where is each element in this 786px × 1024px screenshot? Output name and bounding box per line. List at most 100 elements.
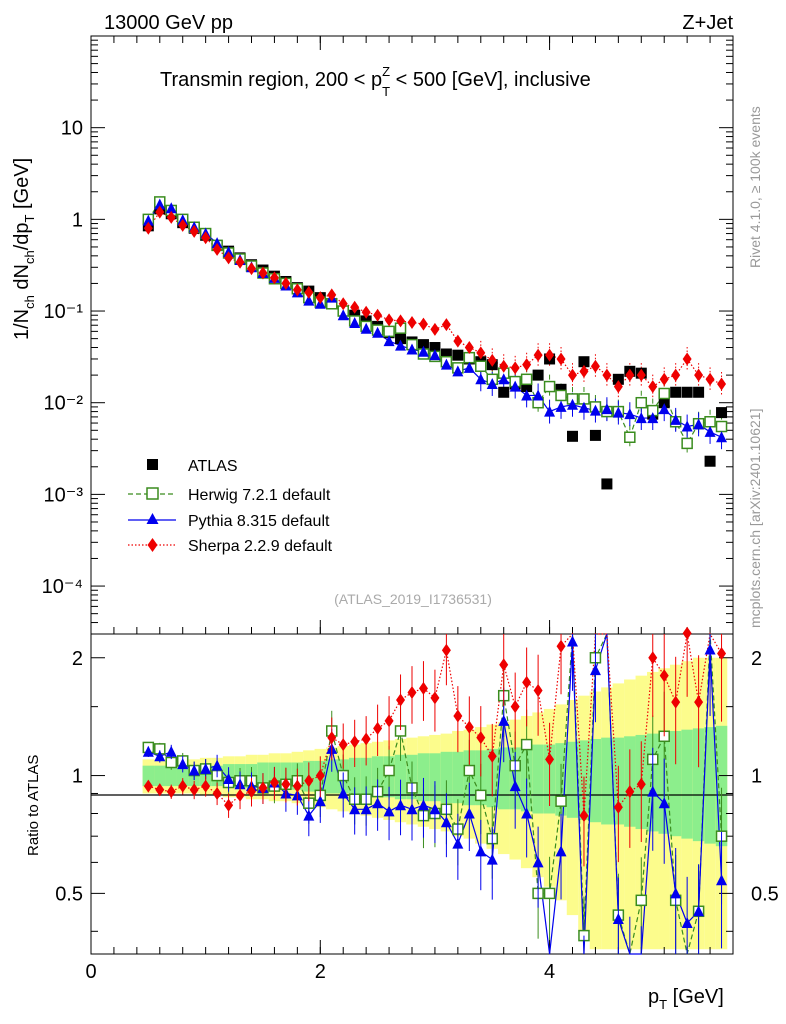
main-sherpa-point bbox=[694, 368, 704, 382]
main-pythia-point bbox=[532, 389, 544, 401]
main-herwig-point bbox=[520, 373, 533, 386]
main-pythia-point bbox=[567, 398, 578, 410]
main-pythia-point bbox=[681, 420, 693, 432]
main-sherpa-point bbox=[648, 380, 658, 394]
main-sherpa-point bbox=[487, 353, 497, 367]
main-pythia-point bbox=[429, 349, 441, 361]
band-inner-bin bbox=[394, 754, 407, 800]
ratio-sherpa-point bbox=[613, 800, 623, 814]
ratio-sherpa-point bbox=[533, 683, 543, 697]
ratio-herwig-point bbox=[635, 894, 648, 907]
ratio-sherpa-point bbox=[315, 769, 325, 783]
main-sherpa-point bbox=[247, 262, 256, 276]
ratio-sherpa-point bbox=[487, 749, 497, 763]
main-sherpa-point bbox=[533, 348, 543, 362]
main-sherpa-point bbox=[453, 334, 463, 348]
main-herwig-point bbox=[555, 389, 567, 402]
band-inner-bin bbox=[417, 753, 430, 802]
main-sherpa-point bbox=[292, 283, 302, 297]
ratio-sherpa-point bbox=[464, 720, 474, 734]
ratio-pythia-point bbox=[532, 856, 544, 868]
main-sherpa-point bbox=[315, 291, 325, 305]
ratio-sherpa-point bbox=[441, 643, 451, 657]
ratio-sherpa-point bbox=[396, 693, 406, 707]
ratio-pythia-point bbox=[693, 905, 705, 917]
ratio-tick-label-right: 2 bbox=[751, 648, 762, 670]
ratio-tick-label: 0.5 bbox=[55, 883, 83, 905]
ratio-pythia-point bbox=[165, 745, 177, 757]
ratio-pythia-point bbox=[704, 643, 716, 655]
ratio-pythia-point bbox=[658, 797, 670, 809]
band-inner-bin bbox=[497, 747, 510, 810]
ratio-sherpa-point bbox=[212, 786, 222, 800]
main-pythia-point bbox=[555, 400, 567, 412]
y-tick-label: 10⁻³ bbox=[44, 484, 84, 506]
main-pythia-point bbox=[406, 343, 418, 355]
main-atlas-point bbox=[532, 369, 544, 381]
main-sherpa-point bbox=[545, 348, 555, 362]
ratio-herwig-point bbox=[475, 789, 487, 802]
main-pythia-point bbox=[440, 358, 452, 370]
y-axis-label-ratio: Ratio to ATLAS bbox=[25, 755, 42, 856]
main-sherpa-point bbox=[373, 308, 383, 322]
ratio-pythia-point bbox=[211, 759, 223, 771]
ratio-pythia-point bbox=[486, 853, 498, 865]
main-atlas-point bbox=[498, 386, 510, 398]
ratio-sherpa-point bbox=[430, 691, 440, 705]
main-pythia-point bbox=[372, 326, 384, 338]
axis-ticks: 0 2 4 10 1 10⁻¹ 10⁻² 10⁻³ 10⁻⁴ 0.5 0.5 1 1 2 2 bbox=[42, 36, 779, 983]
ratio-sherpa-point bbox=[476, 731, 486, 745]
main-herwig-point bbox=[635, 396, 648, 409]
main-sherpa-point bbox=[258, 266, 268, 280]
main-pythia-point bbox=[670, 413, 682, 425]
main-herwig-point bbox=[475, 360, 487, 372]
main-sherpa-point bbox=[212, 242, 222, 256]
main-pythia-point bbox=[704, 425, 716, 437]
main-plot-series bbox=[142, 196, 728, 490]
band-inner-bin bbox=[566, 741, 579, 818]
main-atlas-point bbox=[567, 430, 578, 442]
ratio-sherpa-point bbox=[545, 752, 555, 766]
band-inner-bin bbox=[176, 765, 189, 787]
band-inner-bin bbox=[429, 753, 441, 802]
ratio-pythia-point bbox=[647, 785, 659, 797]
band-inner-bin bbox=[154, 765, 166, 787]
main-sherpa-point bbox=[613, 380, 623, 394]
ratio-pythia-point bbox=[567, 635, 578, 647]
ratio-tick-label: 2 bbox=[72, 648, 83, 670]
ratio-pythia-point bbox=[716, 874, 728, 886]
main-pythia-point bbox=[142, 214, 154, 226]
main-sherpa-point bbox=[178, 218, 188, 232]
ratio-sherpa-point bbox=[499, 658, 509, 672]
main-pythia-point bbox=[395, 339, 407, 351]
main-sherpa-point bbox=[384, 313, 394, 327]
main-herwig-point bbox=[463, 351, 476, 364]
main-pythia-point bbox=[154, 198, 166, 210]
main-sherpa-point bbox=[522, 358, 532, 372]
main-herwig-point bbox=[704, 415, 716, 428]
main-sherpa-point bbox=[556, 352, 566, 366]
main-herwig-point bbox=[543, 380, 556, 393]
ratio-pythia-point bbox=[589, 664, 601, 676]
ratio-sherpa-point bbox=[235, 788, 245, 802]
main-sherpa-point bbox=[430, 322, 440, 336]
legend-pythia-label: Pythia 8.315 default bbox=[188, 513, 330, 530]
ratio-sherpa-point bbox=[224, 798, 234, 812]
main-pythia-point bbox=[463, 361, 475, 373]
ratio-pythia-point bbox=[498, 714, 510, 726]
main-pythia-point bbox=[337, 309, 349, 321]
ratio-sherpa-point bbox=[281, 777, 291, 791]
x-tick-label: 4 bbox=[544, 961, 555, 983]
ratio-sherpa-point bbox=[350, 735, 360, 749]
ratio-tick-label-right: 1 bbox=[751, 766, 762, 788]
main-sherpa-point bbox=[568, 368, 577, 382]
main-atlas-point bbox=[440, 348, 452, 360]
main-sherpa-point bbox=[659, 372, 669, 386]
band-inner-bin bbox=[348, 757, 361, 796]
legend-sherpa-label: Sherpa 2.2.9 default bbox=[188, 538, 333, 555]
ratio-pythia-point bbox=[383, 805, 395, 817]
band-inner-bin bbox=[601, 737, 613, 825]
ratio-pythia-point bbox=[429, 803, 441, 815]
legend-pythia-marker bbox=[146, 513, 159, 524]
main-sherpa-point bbox=[281, 276, 291, 290]
